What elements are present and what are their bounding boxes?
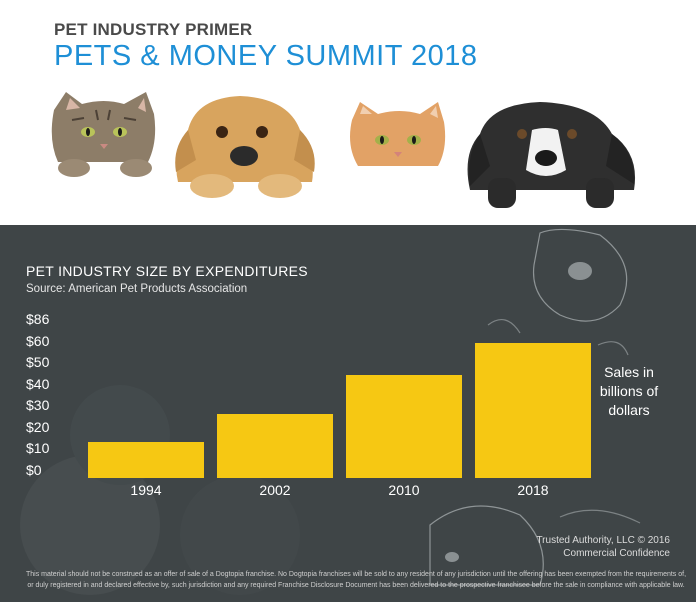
- y-tick-label: $60: [26, 332, 50, 349]
- x-tick-label: 2002: [259, 482, 291, 498]
- x-tick-label: 2010: [388, 482, 420, 498]
- unit-line: billions of: [599, 383, 659, 399]
- bar-2002: [217, 413, 333, 478]
- y-tick-label: $10: [26, 440, 50, 456]
- y-tick-label: $20: [26, 418, 50, 435]
- y-tick-label: $0: [26, 461, 42, 478]
- y-tick-label: $50: [26, 354, 50, 370]
- y-tick-label: $40: [26, 375, 50, 392]
- credit-line: Commercial Confidence: [563, 548, 670, 559]
- black-white-dog-image: [467, 102, 636, 208]
- header: PET INDUSTRY PRIMER PETS & MONEY SUMMIT …: [0, 0, 696, 225]
- ginger-cat-image: [350, 102, 446, 166]
- bar-2010: [346, 375, 462, 478]
- chart-panel: PET INDUSTRY SIZE BY EXPENDITURES Source…: [0, 225, 696, 602]
- credit: Trusted Authority, LLC © 2016 Commercial…: [536, 534, 670, 560]
- pets-illustration: [51, 92, 636, 208]
- golden-dog-image: [175, 96, 315, 198]
- chart-subtitle: Source: American Pet Products Associatio…: [26, 283, 248, 295]
- y-tick-label: $86: [26, 311, 50, 327]
- y-axis-unit-label: Sales in billions of dollars: [598, 363, 660, 420]
- tabby-cat-image: [51, 92, 156, 177]
- headline-title: PETS & MONEY SUMMIT 2018: [54, 40, 478, 72]
- disclaimer-text: This material should not be construed as…: [25, 571, 687, 589]
- bar-2018: [475, 343, 591, 478]
- unit-line: dollars: [608, 402, 650, 418]
- kicker-title: PET INDUSTRY PRIMER: [54, 20, 253, 39]
- chart-title: PET INDUSTRY SIZE BY EXPENDITURES: [26, 263, 308, 279]
- y-tick-label: $30: [26, 397, 50, 413]
- unit-line: Sales in: [604, 364, 654, 380]
- x-tick-label: 1994: [130, 482, 162, 498]
- credit-line: Trusted Authority, LLC © 2016: [536, 535, 670, 546]
- x-tick-label: 2018: [517, 482, 549, 498]
- bar-1994: [88, 441, 204, 478]
